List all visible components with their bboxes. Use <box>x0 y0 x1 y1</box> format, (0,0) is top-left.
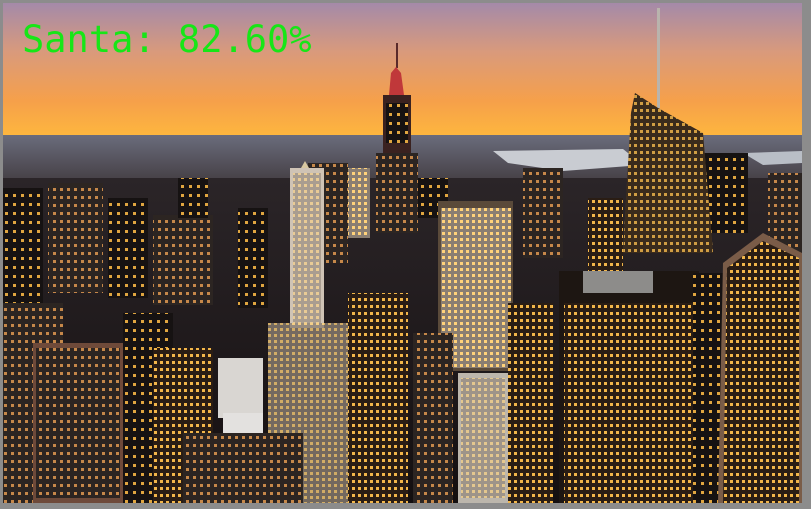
chrysler-building <box>290 161 324 328</box>
bank-of-america-tower <box>623 8 713 253</box>
detection-label: Santa: 82.60% <box>22 18 312 61</box>
river <box>493 149 643 171</box>
skyline-illustration <box>3 3 802 503</box>
empire-state-building <box>376 43 418 233</box>
midground-buildings <box>3 153 802 308</box>
left-foreground-buildings <box>3 303 348 503</box>
right-foreground-buildings <box>348 233 802 503</box>
city-skyline-photo <box>3 3 802 503</box>
